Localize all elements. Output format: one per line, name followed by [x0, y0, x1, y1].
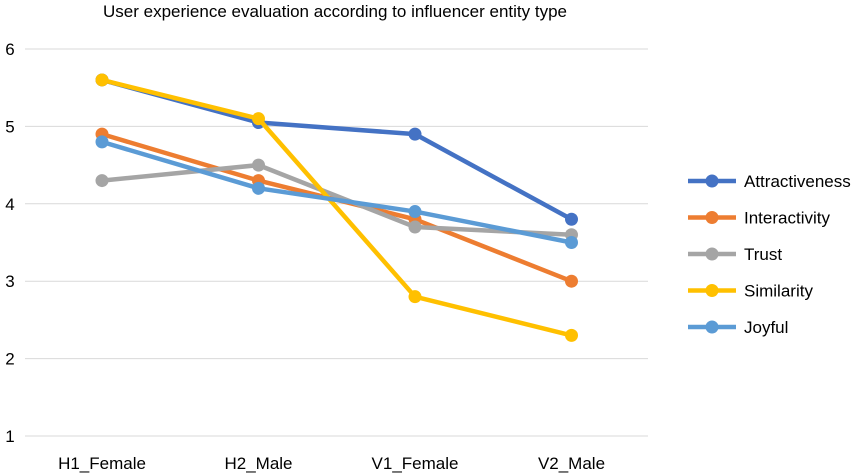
legend-item: Attractiveness	[688, 172, 851, 191]
data-point	[408, 127, 422, 141]
data-point	[408, 205, 422, 219]
legend-label: Trust	[744, 245, 782, 264]
data-point	[252, 181, 265, 195]
x-tick-label: H1_Female	[58, 454, 146, 473]
legend-item: Trust	[688, 245, 782, 264]
chart-title: User experience evaluation according to …	[103, 2, 567, 21]
data-point	[565, 274, 578, 288]
legend-swatch-marker	[705, 320, 719, 334]
data-point	[565, 212, 578, 226]
y-tick-label: 6	[5, 40, 14, 59]
data-point	[252, 112, 265, 126]
legend: Attractiveness Interactivity Trust Similari…	[688, 172, 851, 337]
y-axis-ticks: 1 2 3 4 5 6	[5, 40, 14, 446]
legend-label: Attractiveness	[744, 172, 851, 191]
y-tick-label: 3	[5, 272, 14, 291]
x-tick-label: H2_Male	[224, 454, 292, 473]
series-joyful	[95, 135, 578, 249]
legend-label: Joyful	[744, 318, 788, 337]
y-tick-label: 1	[5, 427, 14, 446]
data-point	[95, 73, 109, 87]
legend-swatch-marker	[705, 174, 719, 188]
data-point	[565, 328, 578, 342]
y-tick-label: 4	[5, 195, 14, 214]
x-axis-ticks: H1_Female H2_Male V1_Female V2_Male	[58, 454, 605, 473]
legend-item: Similarity	[688, 282, 813, 301]
data-point	[408, 220, 422, 234]
series-similarity	[95, 73, 578, 342]
data-point	[95, 174, 109, 188]
series-line	[99, 139, 574, 245]
y-tick-label: 2	[5, 350, 14, 369]
data-point	[408, 290, 422, 304]
data-point	[252, 158, 265, 172]
data-point	[565, 236, 578, 249]
data-point	[95, 135, 109, 149]
legend-swatch-marker	[705, 284, 719, 297]
x-tick-label: V1_Female	[372, 454, 459, 473]
x-tick-label: V2_Male	[538, 454, 605, 473]
legend-swatch-marker	[705, 247, 719, 261]
series-line	[99, 162, 574, 238]
legend-label: Interactivity	[744, 209, 830, 228]
legend-item: Joyful	[688, 318, 788, 337]
legend-item: Interactivity	[688, 209, 830, 228]
series-lines	[95, 73, 578, 342]
y-tick-label: 5	[5, 117, 14, 136]
series-line	[99, 77, 574, 338]
legend-label: Similarity	[744, 282, 813, 301]
grid-lines	[25, 48, 648, 437]
legend-swatch-marker	[705, 211, 719, 224]
